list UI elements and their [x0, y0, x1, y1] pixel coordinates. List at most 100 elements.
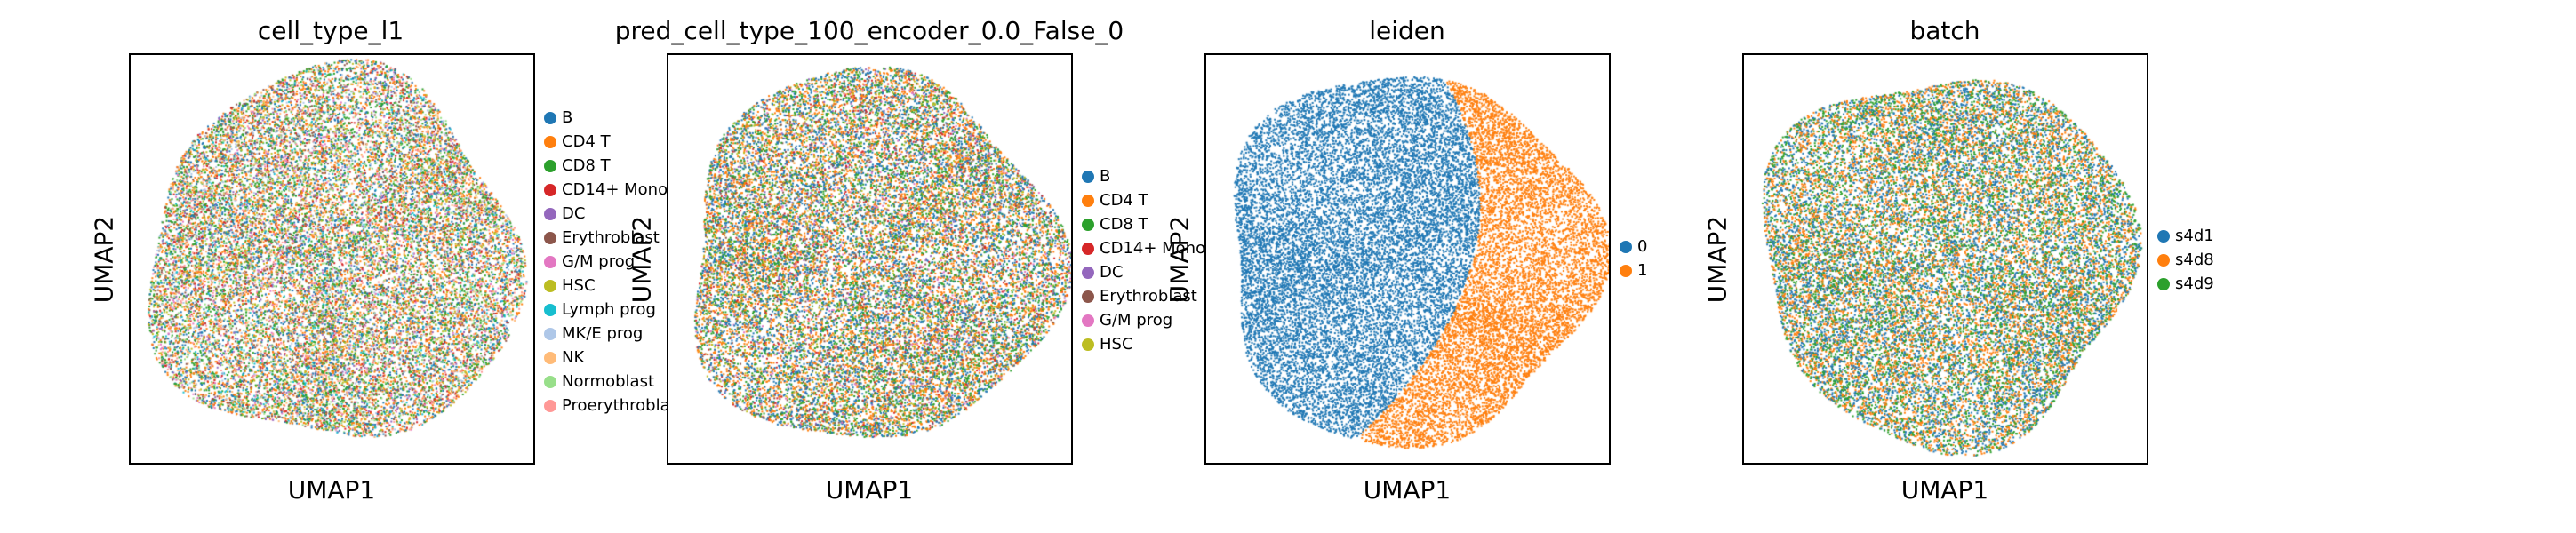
legend-marker — [1082, 218, 1094, 231]
legend-marker — [544, 399, 556, 412]
scatter-points — [1744, 55, 2147, 463]
legend-item: CD14+ Mono — [544, 178, 684, 202]
legend-label: CD14+ Mono — [1100, 239, 1206, 258]
legend-item: s4d9 — [2157, 272, 2214, 296]
legend-label: Lymph prog — [562, 300, 656, 319]
legend-label: 1 — [1637, 261, 1648, 280]
legend-marker — [2157, 229, 2170, 243]
legend: s4d1 s4d8 s4d9 — [2157, 224, 2214, 296]
legend-item: B — [544, 106, 684, 130]
chart-title: leiden — [1369, 16, 1445, 45]
legend-item: CD8 T — [544, 154, 684, 178]
legend-marker — [1082, 194, 1094, 207]
legend-label: Normoblast — [562, 372, 655, 391]
legend-item: MK/E prog — [544, 322, 684, 346]
legend-label: G/M prog — [562, 252, 636, 271]
legend-item: HSC — [1082, 332, 1205, 356]
legend-item: B — [1082, 164, 1205, 188]
legend-item: G/M prog — [1082, 308, 1205, 332]
legend-item: 1 — [1620, 259, 1647, 282]
legend-marker — [1082, 338, 1094, 351]
scatter-points — [131, 55, 533, 463]
legend-item: 0 — [1620, 235, 1647, 259]
legend-label: s4d8 — [2175, 251, 2214, 269]
legend-item: CD14+ Mono — [1082, 236, 1205, 260]
legend-label: HSC — [562, 276, 596, 295]
x-axis-label: UMAP1 — [1900, 475, 1989, 505]
legend-marker — [1082, 242, 1094, 255]
legend-marker — [544, 375, 556, 388]
plot-area — [1742, 53, 2148, 465]
x-axis-label: UMAP1 — [1363, 475, 1452, 505]
y-axis-label: UMAP2 — [1164, 215, 1195, 304]
x-axis-label: UMAP1 — [825, 475, 914, 505]
y-axis-label: UMAP2 — [627, 215, 657, 304]
legend-label: Proerythroblast — [562, 396, 685, 415]
legend-label: Erythroblast — [1100, 287, 1197, 306]
legend-marker — [2157, 253, 2170, 266]
legend-marker — [544, 351, 556, 364]
legend-marker — [544, 279, 556, 292]
legend-item: Erythroblast — [1082, 284, 1205, 308]
legend-label: s4d1 — [2175, 227, 2214, 245]
legend-marker — [544, 327, 556, 340]
legend-item: Lymph prog — [544, 298, 684, 322]
legend-label: CD4 T — [1100, 191, 1148, 210]
legend-label: MK/E prog — [562, 324, 644, 343]
legend-marker — [1620, 264, 1632, 277]
legend-label: DC — [562, 204, 586, 223]
legend-label: G/M prog — [1100, 311, 1173, 330]
legend-label: CD14+ Mono — [562, 180, 668, 199]
legend-item: CD4 T — [1082, 188, 1205, 212]
legend-item: HSC — [544, 274, 684, 298]
legend-label: CD8 T — [1100, 215, 1148, 234]
legend-item: s4d8 — [2157, 248, 2214, 272]
legend-item: G/M prog — [544, 250, 684, 274]
legend-item: DC — [1082, 260, 1205, 284]
legend-marker — [1082, 266, 1094, 279]
legend-label: Erythroblast — [562, 228, 660, 247]
plot-area — [129, 53, 535, 465]
legend-item: NK — [544, 346, 684, 370]
scatter-points — [668, 55, 1071, 463]
legend-item: Normoblast — [544, 370, 684, 394]
chart-title: cell_type_l1 — [257, 16, 404, 45]
legend-label: NK — [562, 348, 585, 367]
legend-marker — [544, 255, 556, 268]
legend-label: CD4 T — [562, 132, 611, 151]
legend: B CD4 T CD8 T CD14+ Mono DC Erythroblast G/M p… — [544, 106, 684, 418]
legend-marker — [544, 207, 556, 220]
legend-marker — [544, 303, 556, 316]
legend-marker — [1082, 290, 1094, 303]
legend-label: B — [1100, 167, 1111, 186]
plot-area — [1204, 53, 1611, 465]
legend-marker — [544, 183, 556, 196]
legend-marker — [544, 231, 556, 244]
legend-item: s4d1 — [2157, 224, 2214, 248]
scatter-points — [1206, 55, 1609, 463]
legend-label: CD8 T — [562, 156, 611, 175]
legend-item: Erythroblast — [544, 226, 684, 250]
legend: B CD4 T CD8 T CD14+ Mono DC Erythroblast G/M p… — [1082, 164, 1205, 356]
legend-item: Proerythroblast — [544, 394, 684, 418]
y-axis-label: UMAP2 — [89, 215, 119, 304]
legend-item: DC — [544, 202, 684, 226]
legend-marker — [1082, 170, 1094, 183]
plot-area — [667, 53, 1073, 465]
legend-item: CD4 T — [544, 130, 684, 154]
chart-title: batch — [1909, 16, 1980, 45]
legend-label: s4d9 — [2175, 274, 2214, 293]
y-axis-label: UMAP2 — [1702, 215, 1732, 304]
chart-title: pred_cell_type_100_encoder_0.0_False_0 — [614, 16, 1124, 45]
legend-label: DC — [1100, 263, 1124, 282]
legend-marker — [1620, 240, 1632, 253]
legend-marker — [544, 111, 556, 124]
legend-marker — [2157, 277, 2170, 290]
legend-marker — [1082, 314, 1094, 327]
x-axis-label: UMAP1 — [287, 475, 376, 505]
legend-item: CD8 T — [1082, 212, 1205, 236]
legend-marker — [544, 159, 556, 172]
legend-label: B — [562, 108, 573, 127]
legend-label: HSC — [1100, 335, 1133, 354]
